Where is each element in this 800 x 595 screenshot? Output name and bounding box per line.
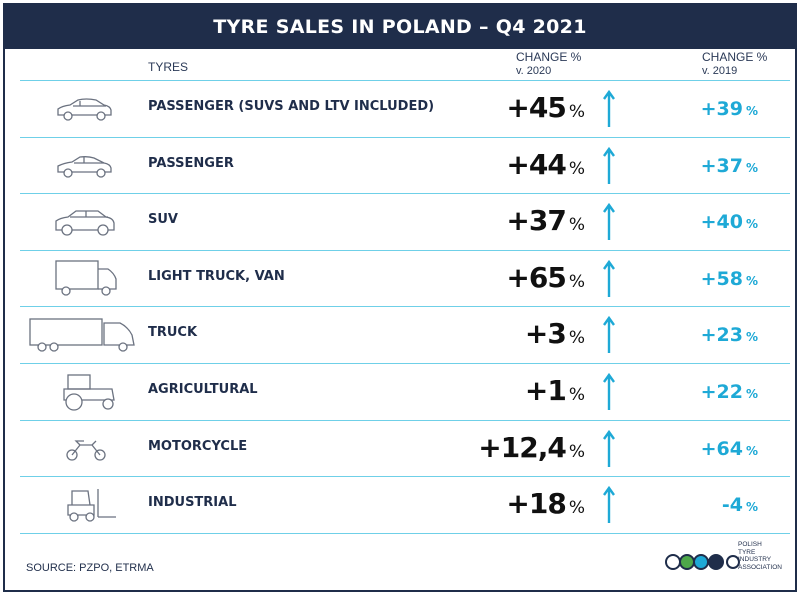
row-label: MOTORCYCLE	[148, 438, 248, 454]
table-row: AGRICULTURAL +1% +22%	[20, 362, 790, 420]
table-row: LIGHT TRUCK, VAN +65% +58%	[20, 249, 790, 307]
change-2019-value: +22%	[700, 380, 758, 403]
change-2020-value: +18%	[506, 487, 585, 521]
header-change-2019-bottom: v. 2019	[702, 65, 738, 77]
table-row: PASSENGER (SUVS AND LTV INCLUDED) +45% +…	[20, 80, 790, 137]
header-change-2020-bottom: v. 2020	[516, 65, 552, 77]
table-row: TRUCK +3% +23%	[20, 306, 790, 363]
header-tyres: TYRES	[148, 60, 189, 74]
row-label: INDUSTRIAL	[148, 495, 237, 511]
source-note: SOURCE: PZPO, ETRMA	[26, 562, 154, 574]
table-row: SUV +37% +40%	[20, 193, 790, 250]
up-arrow-icon	[603, 372, 615, 410]
forklift-icon	[28, 485, 138, 525]
tractor-icon	[28, 372, 138, 412]
infographic-frame: TYRE SALES IN POLAND – Q4 2021	[3, 3, 797, 592]
page-title: TYRE SALES IN POLAND – Q4 2021	[213, 16, 587, 38]
change-2019-value: +40%	[700, 211, 758, 234]
header-change-2020-top: CHANGE %	[516, 50, 582, 64]
change-2020-value: +65%	[506, 260, 585, 294]
suv-icon	[28, 202, 138, 242]
table-row: MOTORCYCLE +12,4% +64%	[20, 419, 790, 477]
change-2020-value: +1%	[524, 373, 585, 407]
row-label: LIGHT TRUCK, VAN	[148, 268, 285, 284]
title-bar: TYRE SALES IN POLAND – Q4 2021	[5, 5, 795, 49]
up-arrow-icon	[603, 89, 615, 127]
table-row: INDUSTRIAL +18% -4%	[20, 476, 790, 534]
up-arrow-icon	[603, 486, 615, 524]
row-label: PASSENGER	[148, 155, 234, 171]
change-2020-value: +45%	[506, 91, 585, 124]
association-logo-icon	[665, 554, 740, 570]
up-arrow-icon	[603, 259, 615, 297]
row-label: AGRICULTURAL	[148, 381, 258, 397]
up-arrow-icon	[603, 203, 615, 241]
truck-icon	[28, 315, 138, 355]
change-2019-value: +58%	[700, 267, 758, 290]
car-icon	[28, 146, 138, 186]
change-2020-value: +12,4%	[478, 430, 585, 464]
row-label: TRUCK	[148, 325, 198, 341]
row-label: PASSENGER (SUVS AND LTV INCLUDED)	[148, 99, 435, 114]
table-row: PASSENGER +44% +37%	[20, 136, 790, 194]
change-2019-value: +39%	[700, 98, 758, 120]
header-change-2019: CHANGE % v. 2019	[702, 50, 767, 78]
change-2019-value: +64%	[700, 437, 758, 460]
header-change-2019-top: CHANGE %	[702, 50, 768, 64]
association-logo-text: POLISH TYRE INDUSTRY ASSOCIATION	[738, 541, 782, 571]
up-arrow-icon	[603, 146, 615, 184]
tyre-table: PASSENGER (SUVS AND LTV INCLUDED) +45% +…	[20, 80, 790, 534]
up-arrow-icon	[603, 429, 615, 467]
up-arrow-icon	[603, 316, 615, 354]
motorcycle-icon	[28, 429, 138, 469]
header-change-2020: CHANGE % v. 2020	[516, 50, 581, 78]
car-icon	[28, 89, 138, 129]
change-2019-value: +23%	[700, 324, 758, 347]
change-2019-value: +37%	[700, 154, 758, 177]
row-label: SUV	[148, 212, 178, 228]
change-2020-value: +44%	[506, 147, 585, 181]
change-2019-value: -4%	[721, 494, 758, 517]
change-2020-value: +37%	[506, 204, 585, 238]
change-2020-value: +3%	[524, 317, 585, 351]
van-icon	[28, 259, 138, 299]
